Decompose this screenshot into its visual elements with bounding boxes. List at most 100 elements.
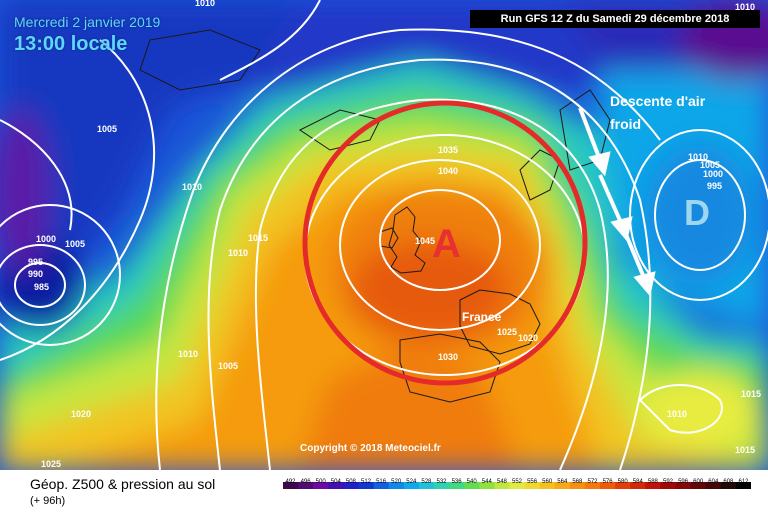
scale-swatch bbox=[645, 482, 661, 489]
isobar-label: 1025 bbox=[41, 459, 62, 469]
scale-swatch bbox=[464, 482, 480, 489]
isobar-label: 1035 bbox=[438, 145, 459, 155]
country-label: France bbox=[462, 310, 502, 324]
scale-swatch bbox=[705, 482, 722, 489]
scale-tick-label: 604 bbox=[708, 479, 719, 485]
isobar-label: 1005 bbox=[218, 361, 239, 371]
scale-swatch bbox=[509, 482, 526, 489]
run-label: Run GFS 12 Z du Samedi 29 décembre 2018 bbox=[470, 10, 760, 28]
forecast-date: Mercredi 2 janvier 2019 bbox=[14, 14, 161, 30]
scale-swatch bbox=[388, 482, 405, 489]
scale-swatch bbox=[358, 482, 375, 489]
weather-map bbox=[0, 0, 768, 470]
scale-swatch bbox=[630, 482, 646, 489]
scale-tick-label: 548 bbox=[496, 479, 507, 485]
low-pressure-symbol: D bbox=[684, 192, 710, 233]
scale-tick-label: 532 bbox=[436, 479, 447, 485]
isobar-label: 1015 bbox=[248, 233, 269, 243]
isobar-label: 1020 bbox=[518, 333, 539, 343]
local-time: 13:00 locale bbox=[14, 33, 128, 55]
isobar-label: 1025 bbox=[497, 327, 518, 337]
scale-swatch bbox=[418, 482, 435, 489]
scale-swatch bbox=[675, 482, 692, 489]
scale-swatch bbox=[660, 482, 676, 489]
cold-air-label-line2: froid bbox=[610, 116, 642, 132]
isobar-label: 1010 bbox=[667, 409, 688, 419]
cold-air-arrows bbox=[578, 107, 656, 297]
scale-tick-label: 520 bbox=[391, 479, 402, 485]
isobar-label: 1010 bbox=[178, 349, 199, 359]
scale-tick-label: 560 bbox=[542, 479, 553, 485]
isobar-label: 1005 bbox=[65, 239, 86, 249]
isobar-label: 1010 bbox=[735, 2, 756, 12]
isobar-label: 1030 bbox=[438, 352, 459, 362]
scale-tick-label: 580 bbox=[617, 479, 628, 485]
scale-tick-label: 528 bbox=[421, 479, 432, 485]
isobar-label: 1020 bbox=[71, 409, 92, 419]
isobar-label: 1005 bbox=[700, 160, 721, 170]
isobar-label: 995 bbox=[28, 257, 44, 267]
scale-tick-label: 524 bbox=[406, 479, 417, 485]
scale-tick-label: 576 bbox=[602, 479, 613, 485]
cold-air-label-line1: Descente d'air bbox=[610, 93, 706, 109]
copyright-text: Copyright © 2018 Meteociel.fr bbox=[300, 443, 441, 454]
scale-tick-label: 600 bbox=[693, 479, 704, 485]
color-scale-bar bbox=[283, 482, 751, 489]
scale-swatch bbox=[449, 482, 465, 489]
scale-tick-label: 556 bbox=[527, 479, 538, 485]
isobar-label: 990 bbox=[28, 269, 44, 279]
forecast-range: (+ 96h) bbox=[30, 495, 66, 507]
high-pressure-symbol: A bbox=[432, 222, 461, 266]
isobar-label: 1040 bbox=[438, 166, 459, 176]
scale-swatch bbox=[298, 482, 314, 489]
scale-tick-label: 540 bbox=[466, 479, 477, 485]
scale-swatch bbox=[720, 482, 737, 489]
scale-swatch bbox=[584, 482, 601, 489]
scale-swatch bbox=[403, 482, 420, 489]
scale-swatch bbox=[554, 482, 571, 489]
scale-swatch bbox=[615, 482, 631, 489]
isobar-label: 1010 bbox=[688, 152, 709, 162]
scale-tick-label: 500 bbox=[315, 479, 326, 485]
isobar-label: 1000 bbox=[703, 169, 724, 179]
scale-swatch bbox=[343, 482, 359, 489]
scale-tick-label: 552 bbox=[511, 479, 522, 485]
isobar-label: 1015 bbox=[741, 389, 762, 399]
scale-tick-label: 588 bbox=[647, 479, 658, 485]
isobar-label: 1010 bbox=[182, 182, 203, 192]
scale-tick-label: 536 bbox=[451, 479, 462, 485]
scale-tick-label: 584 bbox=[632, 479, 643, 485]
isobar-label: 995 bbox=[707, 181, 723, 191]
scale-swatch bbox=[735, 482, 751, 489]
scale-tick-label: 544 bbox=[481, 479, 492, 485]
scale-tick-label: 564 bbox=[557, 479, 568, 485]
scale-tick-label: 504 bbox=[330, 479, 341, 485]
isobar-label: 1010 bbox=[228, 248, 249, 258]
scale-swatch bbox=[539, 482, 556, 489]
scale-swatch bbox=[524, 482, 541, 489]
high-pressure-ring bbox=[302, 100, 588, 386]
scale-tick-label: 496 bbox=[300, 479, 311, 485]
isobar-label: 1005 bbox=[97, 124, 118, 134]
scale-swatch bbox=[313, 482, 329, 489]
map-title: Géop. Z500 & pression au sol bbox=[30, 476, 216, 492]
scale-swatch bbox=[479, 482, 495, 489]
scale-swatch bbox=[690, 482, 707, 489]
scale-tick-label: 596 bbox=[678, 479, 689, 485]
scale-tick-label: 608 bbox=[723, 479, 734, 485]
isobar-label: 1015 bbox=[735, 445, 756, 455]
scale-tick-label: 516 bbox=[376, 479, 387, 485]
scale-swatch bbox=[373, 482, 390, 489]
scale-tick-label: 568 bbox=[572, 479, 583, 485]
scale-swatch bbox=[600, 482, 616, 489]
isobar-label: 1010 bbox=[195, 0, 216, 8]
scale-tick-label: 592 bbox=[662, 479, 673, 485]
scale-swatch bbox=[283, 482, 299, 489]
scale-tick-label: 572 bbox=[587, 479, 598, 485]
isobar-label: 985 bbox=[34, 282, 50, 292]
isobar-label: 1045 bbox=[415, 236, 436, 246]
scale-swatch bbox=[569, 482, 586, 489]
scale-tick-label: 512 bbox=[360, 479, 371, 485]
scale-tick-label: 612 bbox=[738, 479, 749, 485]
